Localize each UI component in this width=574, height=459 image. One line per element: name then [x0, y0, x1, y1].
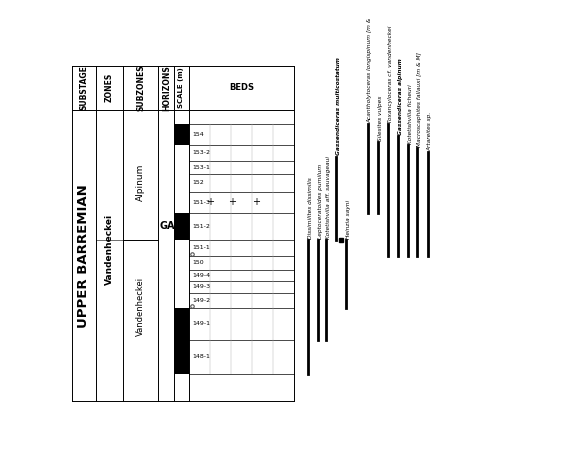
Text: 149-3: 149-3	[192, 285, 211, 290]
Text: Gassendiceras alpinum: Gassendiceras alpinum	[398, 58, 403, 135]
Text: 153-1: 153-1	[192, 165, 210, 170]
Bar	[174, 340, 189, 374]
Text: Acantholytoceras longispinum [m &: Acantholytoceras longispinum [m &	[367, 18, 373, 123]
Text: Macroscaphites fallauxi [m & M]: Macroscaphites fallauxi [m & M]	[417, 52, 422, 147]
Text: Heinzia sayni: Heinzia sayni	[346, 199, 351, 239]
Text: 149-1: 149-1	[192, 321, 210, 326]
Text: 154: 154	[192, 132, 204, 137]
Text: 149-4: 149-4	[192, 273, 211, 278]
Bar	[174, 308, 189, 340]
Text: Toxancyloceras cf. vandenheckei: Toxancyloceras cf. vandenheckei	[387, 26, 393, 123]
Text: ZONES: ZONES	[105, 73, 114, 102]
Text: +: +	[253, 197, 261, 207]
Text: 153-2: 153-2	[192, 151, 210, 155]
Text: GA: GA	[160, 222, 175, 231]
Text: Vandenheckei: Vandenheckei	[105, 213, 114, 285]
Text: +: +	[228, 197, 236, 207]
Text: UPPER BARREMIAN: UPPER BARREMIAN	[77, 184, 91, 328]
Bar	[174, 124, 189, 145]
Text: 151-2: 151-2	[192, 224, 210, 229]
Text: HORIZONS: HORIZONS	[162, 65, 171, 111]
Text: Leptoceratoides pumilum: Leptoceratoides pumilum	[318, 163, 323, 239]
Text: BEDS: BEDS	[229, 83, 254, 92]
Text: Gassendiceras multicostatum: Gassendiceras multicostatum	[336, 57, 341, 156]
Text: 148-1: 148-1	[192, 354, 210, 359]
Text: Vandenheckei: Vandenheckei	[136, 277, 145, 336]
Text: SUBSTAGE: SUBSTAGE	[79, 65, 88, 110]
Text: Kotetishvilia ficheuri: Kotetishvilia ficheuri	[408, 84, 413, 144]
Text: Silesites vulpes: Silesites vulpes	[378, 95, 383, 141]
Text: SCALE (m): SCALE (m)	[179, 67, 184, 108]
Text: 151-1: 151-1	[192, 245, 210, 250]
Text: +: +	[205, 197, 214, 207]
Text: Alpinum: Alpinum	[136, 163, 145, 201]
Text: Dissimilites dissimilis: Dissimilites dissimilis	[308, 177, 312, 239]
Text: Artareites sp.: Artareites sp.	[428, 112, 433, 151]
Bar	[174, 213, 189, 240]
Text: 152: 152	[192, 180, 204, 185]
Text: 150: 150	[192, 260, 204, 265]
Text: 151-3: 151-3	[192, 200, 210, 205]
Text: 149-2: 149-2	[192, 298, 211, 303]
Text: SUBZONES: SUBZONES	[136, 64, 145, 111]
Text: Kotetishvilia aff. sauvageaui: Kotetishvilia aff. sauvageaui	[326, 156, 331, 239]
